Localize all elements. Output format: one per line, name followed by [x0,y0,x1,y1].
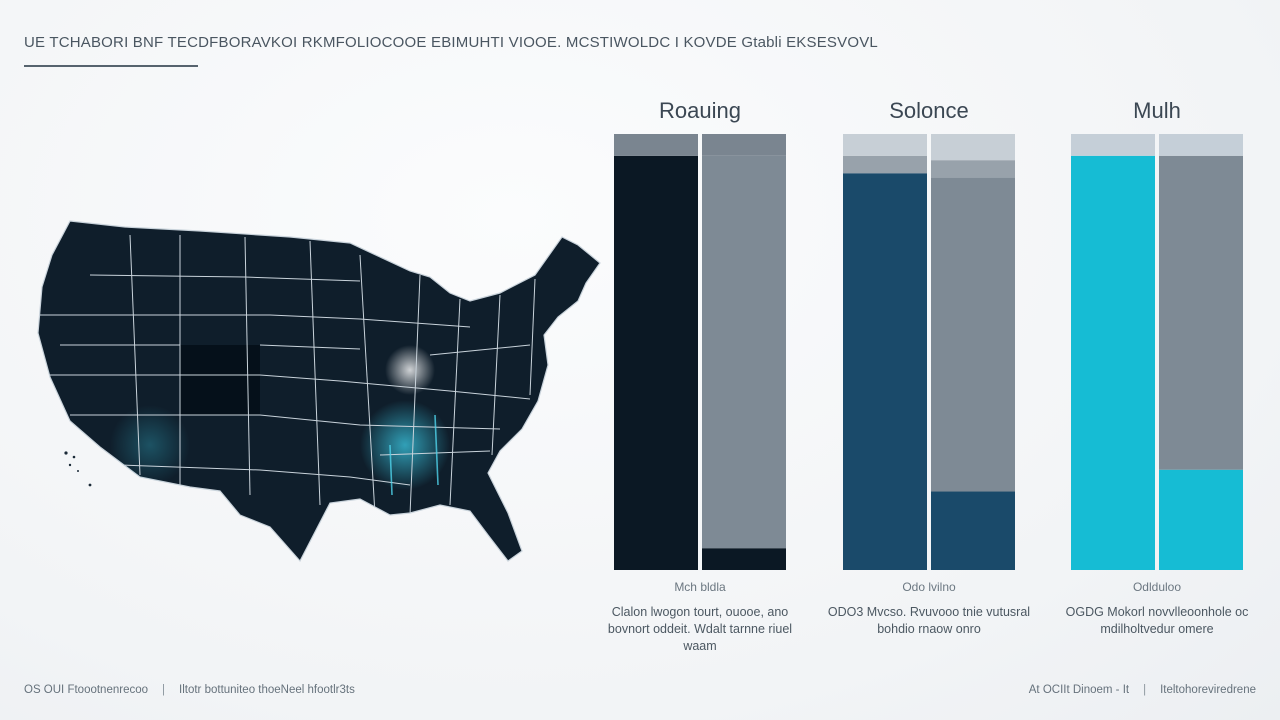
us-map-svg [37,220,601,563]
chart-caption: Odo lvilno ODO3 Mvcso. Rvuvooo tnie vutu… [823,580,1035,638]
glow-midwest [385,345,435,395]
bar-segment [843,134,927,156]
state-borders [38,234,536,516]
caption-label: Odo lvilno [902,580,956,594]
bar-segment [843,155,927,174]
bar-segment [1159,134,1243,156]
footer-left-a: OS OUI Ftoootnenrecoo [24,684,149,696]
bar-segment [931,134,1015,161]
caption-label: Mch bldla [674,580,726,594]
title-underline [24,65,198,67]
chart-caption: Odlduloo OGDG Mokorl novvlleoonhole oc m… [1051,580,1263,638]
bar-segment [931,177,1015,492]
page-title: UE TCHABORI BNF TECDFBORAVKOI RKMFOLIOCO… [24,34,878,51]
footer-left-b: Iltotr bottuniteo thoeNeel hfootlr3ts [179,684,355,696]
chart-svg [1071,134,1243,570]
stacked-bar-chart [1071,134,1243,570]
chart-title: Mulh [1133,98,1181,123]
map-landmass [37,220,601,563]
glow-southwest [110,405,190,485]
bar-segment [1071,155,1155,570]
bar-segment [702,548,786,570]
bar-segment [1071,134,1155,156]
stacked-bar-chart [614,134,786,570]
glow-southeast [360,400,450,490]
bar-segment [931,160,1015,178]
island-dots [64,451,92,487]
bar-segment [614,155,698,570]
bar-segment [931,491,1015,570]
bar-segment [614,134,698,156]
chart-svg [843,134,1015,570]
caption-text: ODO3 Mvcso. Rvuvooo tnie vutusral bohdio… [827,605,1031,636]
bar-segment [1159,155,1243,470]
chart-title: Solonce [889,98,969,123]
caption-text: Clalon lwogon tourt, ouooe, ano bovnort … [607,605,793,653]
highlight-state [180,345,260,415]
chart-caption: Mch bldla Clalon lwogon tourt, ouooe, an… [594,580,806,655]
chart-title: Roauing [659,98,741,123]
stacked-bar-chart [843,134,1015,570]
bar-segment [843,173,927,570]
us-map [30,215,610,575]
footer-right-b: Iteltohoreviredrene [1160,684,1256,696]
bar-segment [702,155,786,549]
bar-segment [702,134,786,156]
bar-segment [1159,469,1243,570]
footer-right-a: At OCIIt Dinoem - It [1028,684,1130,696]
caption-text: OGDG Mokorl novvlleoonhole oc mdilholtve… [1065,605,1249,636]
header: UE TCHABORI BNF TECDFBORAVKOI RKMFOLIOCO… [24,34,924,67]
chart-svg [614,134,786,570]
caption-label: Odlduloo [1132,580,1182,594]
